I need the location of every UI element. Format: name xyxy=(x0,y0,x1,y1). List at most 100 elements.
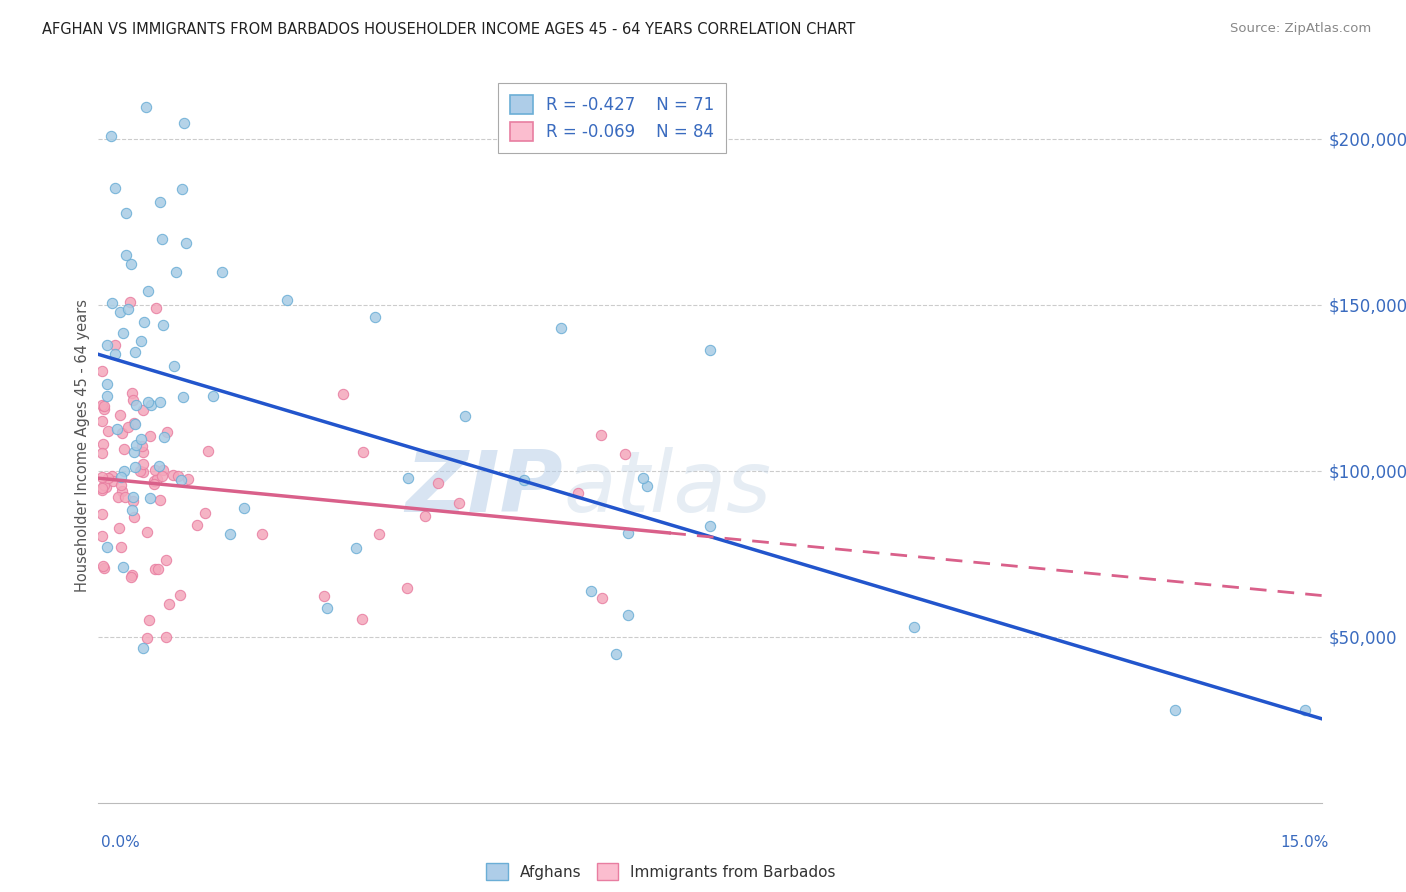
Point xyxy=(131,432,153,446)
Point xyxy=(315,601,337,615)
Point xyxy=(112,442,135,456)
Point xyxy=(132,465,155,479)
Point xyxy=(122,392,145,407)
Text: atlas: atlas xyxy=(564,447,772,531)
Point xyxy=(108,408,131,422)
Point xyxy=(427,475,450,490)
Point xyxy=(201,389,224,403)
Point xyxy=(100,295,122,310)
Point xyxy=(163,359,186,374)
Point xyxy=(108,521,131,535)
Point xyxy=(110,305,132,319)
Point xyxy=(132,445,155,459)
Point xyxy=(699,518,721,533)
Text: Source: ZipAtlas.com: Source: ZipAtlas.com xyxy=(1230,22,1371,36)
Legend: Afghans, Immigrants from Barbados: Afghans, Immigrants from Barbados xyxy=(478,855,844,888)
Point xyxy=(155,630,177,644)
Point xyxy=(636,478,658,492)
Point xyxy=(124,345,146,359)
Point xyxy=(276,293,298,307)
Point xyxy=(699,343,721,358)
Point xyxy=(605,648,627,662)
Point xyxy=(413,509,436,524)
Point xyxy=(591,428,613,442)
Point xyxy=(91,481,114,495)
Point xyxy=(138,613,160,627)
Point xyxy=(135,100,157,114)
Point xyxy=(97,424,120,438)
Point xyxy=(139,397,162,411)
Point xyxy=(101,468,124,483)
Text: AFGHAN VS IMMIGRANTS FROM BARBADOS HOUSEHOLDER INCOME AGES 45 - 64 YEARS CORRELA: AFGHAN VS IMMIGRANTS FROM BARBADOS HOUSE… xyxy=(42,22,855,37)
Point xyxy=(110,478,132,492)
Point xyxy=(172,390,194,404)
Point xyxy=(167,469,190,483)
Point xyxy=(148,458,170,473)
Point xyxy=(449,496,471,510)
Point xyxy=(136,632,159,646)
Point xyxy=(104,180,127,194)
Point xyxy=(136,394,159,409)
Point xyxy=(94,480,117,494)
Point xyxy=(143,462,166,476)
Point xyxy=(170,473,193,487)
Point xyxy=(156,425,179,439)
Point xyxy=(186,518,208,533)
Point xyxy=(617,607,640,622)
Point xyxy=(105,422,128,436)
Point xyxy=(112,464,135,478)
Point xyxy=(96,389,118,403)
Point xyxy=(350,612,373,626)
Point xyxy=(132,315,155,329)
Point xyxy=(1294,703,1316,717)
Point xyxy=(162,468,184,483)
Point xyxy=(96,338,118,352)
Text: 15.0%: 15.0% xyxy=(1281,836,1329,850)
Point xyxy=(314,589,336,603)
Point xyxy=(174,235,197,250)
Point xyxy=(114,490,136,504)
Point xyxy=(513,473,536,487)
Point xyxy=(631,470,654,484)
Point xyxy=(352,445,374,459)
Point xyxy=(218,527,240,541)
Point xyxy=(591,591,613,605)
Point xyxy=(579,584,602,599)
Point xyxy=(155,552,177,566)
Point xyxy=(120,258,142,272)
Point xyxy=(124,438,146,452)
Point xyxy=(903,620,925,634)
Point xyxy=(157,597,180,611)
Point xyxy=(122,491,145,505)
Point xyxy=(550,320,572,334)
Point xyxy=(149,194,172,209)
Point xyxy=(111,326,134,340)
Point xyxy=(197,444,219,458)
Point xyxy=(129,334,152,348)
Point xyxy=(93,478,115,492)
Point xyxy=(250,527,273,541)
Point xyxy=(396,582,419,596)
Point xyxy=(143,562,166,576)
Point xyxy=(131,457,153,471)
Point xyxy=(91,398,114,412)
Point xyxy=(139,491,162,505)
Point xyxy=(567,485,589,500)
Point xyxy=(104,338,127,352)
Point xyxy=(344,541,367,556)
Point xyxy=(396,471,419,485)
Point xyxy=(120,295,142,310)
Point xyxy=(139,428,162,442)
Point xyxy=(454,409,477,423)
Point xyxy=(97,471,120,485)
Point xyxy=(111,483,134,498)
Point xyxy=(332,386,354,401)
Point xyxy=(132,640,155,655)
Point xyxy=(368,527,391,541)
Point xyxy=(173,116,195,130)
Point xyxy=(117,301,139,316)
Point xyxy=(91,529,114,543)
Point xyxy=(117,420,139,434)
Point xyxy=(1164,703,1187,717)
Point xyxy=(122,493,145,508)
